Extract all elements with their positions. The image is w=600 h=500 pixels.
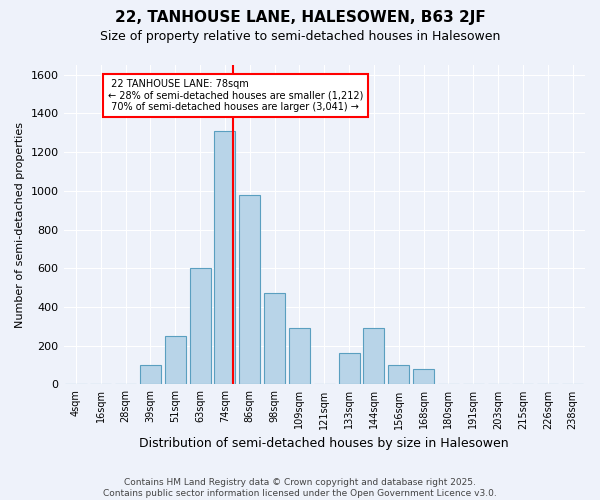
Bar bbox=[388, 365, 409, 384]
Bar bbox=[264, 294, 285, 384]
Bar bbox=[289, 328, 310, 384]
Bar bbox=[140, 365, 161, 384]
Text: Contains HM Land Registry data © Crown copyright and database right 2025.
Contai: Contains HM Land Registry data © Crown c… bbox=[103, 478, 497, 498]
Bar bbox=[364, 328, 385, 384]
Bar bbox=[413, 369, 434, 384]
Bar bbox=[338, 354, 359, 384]
Bar bbox=[239, 194, 260, 384]
Y-axis label: Number of semi-detached properties: Number of semi-detached properties bbox=[15, 122, 25, 328]
Text: 22 TANHOUSE LANE: 78sqm
← 28% of semi-detached houses are smaller (1,212)
 70% o: 22 TANHOUSE LANE: 78sqm ← 28% of semi-de… bbox=[108, 78, 364, 112]
Bar bbox=[165, 336, 186, 384]
Text: Size of property relative to semi-detached houses in Halesowen: Size of property relative to semi-detach… bbox=[100, 30, 500, 43]
X-axis label: Distribution of semi-detached houses by size in Halesowen: Distribution of semi-detached houses by … bbox=[139, 437, 509, 450]
Text: 22, TANHOUSE LANE, HALESOWEN, B63 2JF: 22, TANHOUSE LANE, HALESOWEN, B63 2JF bbox=[115, 10, 485, 25]
Bar bbox=[190, 268, 211, 384]
Bar bbox=[214, 131, 235, 384]
